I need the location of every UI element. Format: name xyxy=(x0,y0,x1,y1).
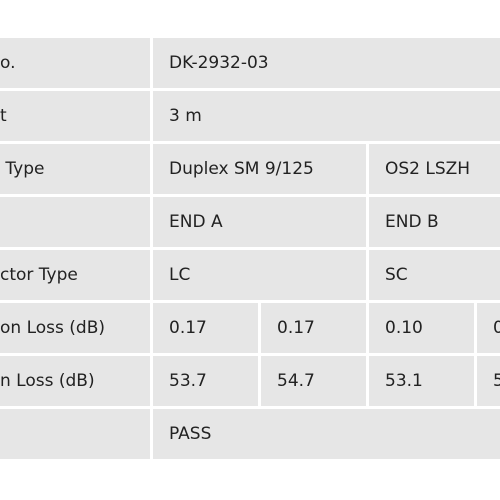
cell-value: END A xyxy=(153,197,366,247)
cell-value: 0.10 xyxy=(369,303,474,353)
row-label xyxy=(0,409,150,459)
row-label: o. xyxy=(0,38,150,88)
cell-value: LC xyxy=(153,250,366,300)
cell-value: PASS xyxy=(153,409,500,459)
cell-value: DK-2932-03 xyxy=(153,38,500,88)
row-label: n Loss (dB) xyxy=(0,356,150,406)
spec-table: o. DK-2932-03 t 3 m Type Duplex SM 9/125 OS2 … xyxy=(0,38,500,459)
row-label: ctor Type xyxy=(0,250,150,300)
cell-value: OS2 LSZH xyxy=(369,144,500,194)
cell-value: 54.7 xyxy=(261,356,366,406)
cell-value: 3 m xyxy=(153,91,500,141)
cell-value: 5 xyxy=(477,356,500,406)
cell-value: END B xyxy=(369,197,500,247)
cell-value: 0.17 xyxy=(153,303,258,353)
cell-value: 53.1 xyxy=(369,356,474,406)
cell-value: 53.7 xyxy=(153,356,258,406)
cell-value: 0 xyxy=(477,303,500,353)
row-label: on Loss (dB) xyxy=(0,303,150,353)
cell-value: 0.17 xyxy=(261,303,366,353)
cell-value: Duplex SM 9/125 xyxy=(153,144,366,194)
row-label: Type xyxy=(0,144,150,194)
cell-value: SC xyxy=(369,250,500,300)
row-label: t xyxy=(0,91,150,141)
row-label xyxy=(0,197,150,247)
